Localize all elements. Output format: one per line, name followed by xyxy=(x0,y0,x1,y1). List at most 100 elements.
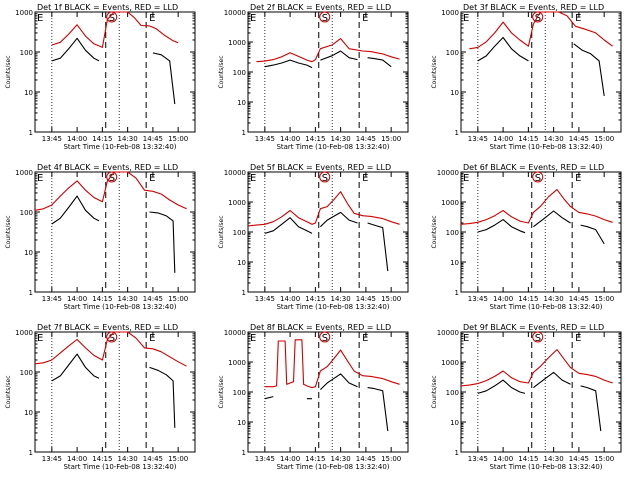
y-tick-label: 1 xyxy=(242,129,246,137)
marker-circle-s xyxy=(532,11,544,23)
chart-panel: Det 6f BLACK = Events, RED = LLD 1 10 100 10… xyxy=(431,163,622,311)
series-line-events xyxy=(51,353,176,428)
x-tick-label: 14:45 xyxy=(143,455,163,463)
marker-label-e: E xyxy=(37,173,43,184)
chart-panel: Det 9f BLACK = Events, RED = LLD 1 10 100 10… xyxy=(431,323,622,471)
plot-frame xyxy=(247,11,409,133)
marker-circle-s xyxy=(319,331,331,343)
marker-circle-s xyxy=(532,331,544,343)
chart-panel: Det 7f BLACK = Events, RED = LLD 1 10 100 10… xyxy=(5,323,196,471)
series-line-lld xyxy=(256,38,400,63)
y-axis-label: Counts/sec xyxy=(5,375,12,408)
y-axis-label: Counts/sec xyxy=(431,55,438,88)
y-axis-label: Counts/sec xyxy=(218,55,225,88)
y-tick-label: 1 xyxy=(242,449,246,457)
chart-title: Det 4f BLACK = Events, RED = LLD xyxy=(37,163,178,172)
y-tick-label: 100 xyxy=(446,389,459,397)
x-tick-label: 14:00 xyxy=(67,295,87,303)
x-tick-label: 14:15 xyxy=(92,135,112,143)
marker-label-s: S xyxy=(322,173,328,184)
y-tick-label: 1 xyxy=(29,449,33,457)
y-tick-label: 100 xyxy=(20,209,33,217)
x-tick-label: 14:00 xyxy=(280,295,300,303)
marker-circle-s xyxy=(319,11,331,23)
x-axis-label: Start Time (10-Feb-08 13:32:40) xyxy=(63,143,176,151)
marker-label-e: E xyxy=(149,333,155,344)
x-axis-label: Start Time (10-Feb-08 13:32:40) xyxy=(489,143,602,151)
x-tick-label: 14:15 xyxy=(305,455,325,463)
chart-panel: Det 3f BLACK = Events, RED = LLD 1 10 100 10… xyxy=(431,3,622,151)
y-tick-label: 1000 xyxy=(228,359,246,367)
y-tick-label: 1000 xyxy=(441,199,459,207)
x-tick-label: 14:45 xyxy=(356,135,376,143)
series-line-events xyxy=(51,37,176,105)
y-tick-label: 10 xyxy=(24,89,33,97)
x-tick-label: 14:30 xyxy=(331,455,351,463)
x-tick-label: 14:30 xyxy=(544,135,564,143)
y-tick-label: 1 xyxy=(455,449,459,457)
marker-label-e: E xyxy=(37,333,43,344)
x-tick-label: 14:15 xyxy=(518,455,538,463)
y-tick-label: 1 xyxy=(29,289,33,297)
x-axis-label: Start Time (10-Feb-08 13:32:40) xyxy=(276,463,389,471)
x-tick-label: 14:00 xyxy=(493,295,513,303)
x-tick-label: 14:30 xyxy=(331,135,351,143)
x-tick-label: 15:00 xyxy=(594,455,614,463)
y-tick-label: 100 xyxy=(446,229,459,237)
x-tick-label: 13:45 xyxy=(468,295,488,303)
y-tick-label: 1000 xyxy=(15,9,33,17)
series-line-lld xyxy=(469,11,613,50)
x-tick-label: 13:45 xyxy=(42,135,62,143)
y-axis-label: Counts/sec xyxy=(431,375,438,408)
x-tick-label: 14:15 xyxy=(92,295,112,303)
x-tick-label: 14:30 xyxy=(331,295,351,303)
marker-circle-s xyxy=(106,331,118,343)
y-tick-label: 10 xyxy=(450,259,459,267)
marker-label-s: S xyxy=(535,173,541,184)
plot-frame xyxy=(247,331,409,453)
y-tick-label: 1000 xyxy=(228,199,246,207)
marker-label-e: E xyxy=(463,13,469,24)
y-axis-label: Counts/sec xyxy=(5,215,12,248)
y-tick-label: 1 xyxy=(455,289,459,297)
y-tick-label: 1000 xyxy=(441,9,459,17)
x-axis-label: Start Time (10-Feb-08 13:32:40) xyxy=(489,303,602,311)
x-tick-label: 14:15 xyxy=(518,135,538,143)
y-tick-label: 100 xyxy=(233,389,246,397)
x-tick-label: 15:00 xyxy=(381,455,401,463)
series-line-lld xyxy=(460,189,613,225)
chart-panel: Det 8f BLACK = Events, RED = LLD 1 10 100 10… xyxy=(218,323,409,471)
x-tick-label: 14:00 xyxy=(493,135,513,143)
x-tick-label: 14:30 xyxy=(118,135,138,143)
y-tick-label: 100 xyxy=(233,229,246,237)
x-tick-label: 14:45 xyxy=(143,135,163,143)
series-line-lld xyxy=(34,331,187,367)
series-line-events xyxy=(264,50,392,69)
marker-label-s: S xyxy=(109,333,115,344)
chart-title: Det 8f BLACK = Events, RED = LLD xyxy=(250,323,391,332)
plot-frame xyxy=(34,171,196,293)
y-tick-label: 10 xyxy=(237,99,246,107)
marker-label-e: E xyxy=(362,333,368,344)
series-line-events xyxy=(477,210,605,245)
y-tick-label: 1000 xyxy=(228,39,246,47)
x-tick-label: 13:45 xyxy=(255,455,275,463)
marker-label-e: E xyxy=(362,173,368,184)
marker-label-e: E xyxy=(250,13,256,24)
marker-label-e: E xyxy=(149,173,155,184)
x-tick-label: 13:45 xyxy=(255,295,275,303)
x-tick-label: 13:45 xyxy=(42,455,62,463)
x-tick-label: 14:15 xyxy=(305,135,325,143)
y-tick-label: 10 xyxy=(24,249,33,257)
y-axis-label: Counts/sec xyxy=(218,215,225,248)
x-tick-label: 14:30 xyxy=(118,295,138,303)
chart-title: Det 7f BLACK = Events, RED = LLD xyxy=(37,323,178,332)
y-tick-label: 10000 xyxy=(224,9,246,17)
x-tick-label: 14:30 xyxy=(544,295,564,303)
y-tick-label: 100 xyxy=(446,49,459,57)
y-axis-label: Counts/sec xyxy=(5,55,12,88)
marker-label-s: S xyxy=(535,13,541,24)
x-tick-label: 13:45 xyxy=(255,135,275,143)
x-tick-label: 14:00 xyxy=(280,455,300,463)
marker-label-e: E xyxy=(250,333,256,344)
